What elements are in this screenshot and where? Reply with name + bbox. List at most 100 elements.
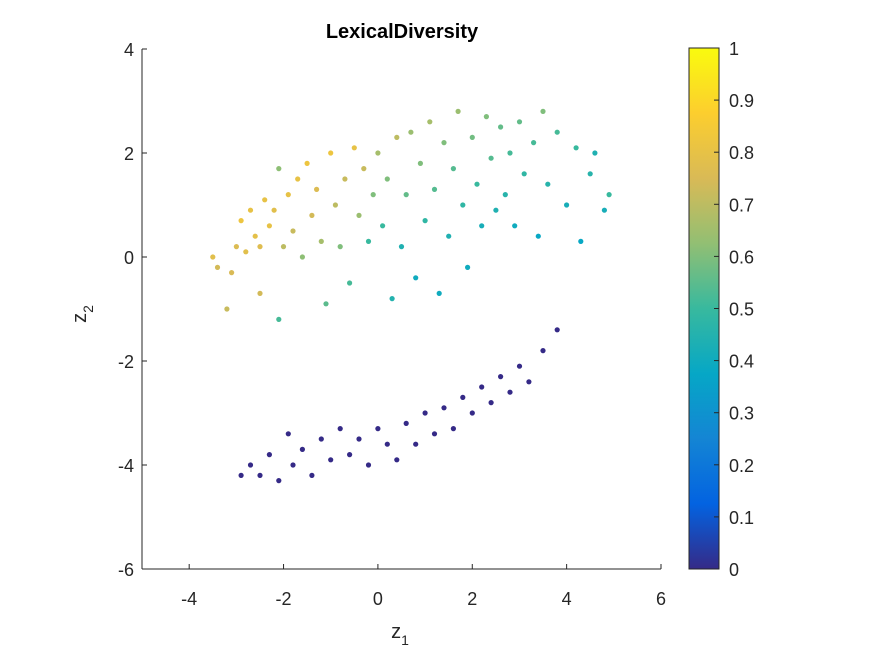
lower-cluster-point-14 — [365, 462, 372, 468]
colorbar-tick-label: 0.4 — [729, 352, 754, 372]
x-axis-label: z1 — [391, 621, 409, 648]
upper-cluster-point-31 — [351, 145, 357, 151]
y-tick-label: -2 — [118, 352, 134, 372]
upper-cluster-point-15 — [276, 316, 282, 322]
upper-cluster-point-47 — [427, 119, 433, 125]
upper-cluster-point-21 — [304, 160, 310, 166]
upper-cluster-point-40 — [394, 134, 400, 140]
upper-cluster-point-68 — [531, 140, 537, 146]
upper-cluster-point-34 — [365, 238, 372, 244]
lower-cluster-point-22 — [441, 405, 447, 411]
colorbar-tick-label: 0.6 — [729, 247, 754, 267]
upper-cluster-point-53 — [455, 108, 461, 114]
chart-title: LexicalDiversity — [326, 21, 479, 43]
upper-cluster-point-3 — [229, 270, 235, 276]
upper-cluster-point-20 — [299, 254, 305, 260]
upper-cluster-point-44 — [413, 275, 419, 281]
upper-cluster-point-18 — [290, 228, 296, 234]
lower-cluster-point-29 — [507, 389, 513, 395]
upper-cluster-point-73 — [564, 202, 570, 208]
upper-cluster-point-48 — [431, 186, 438, 192]
y-tick-label: 2 — [124, 144, 134, 164]
lower-cluster-point-24 — [460, 394, 466, 400]
upper-cluster-point-0 — [210, 254, 216, 260]
lower-cluster-point-12 — [347, 452, 353, 458]
upper-cluster-point-56 — [469, 134, 475, 140]
upper-cluster-point-6 — [243, 249, 249, 255]
lower-cluster-point-15 — [375, 426, 381, 432]
upper-cluster-point-58 — [479, 223, 485, 229]
upper-cluster-point-36 — [375, 150, 381, 156]
upper-cluster-point-66 — [516, 119, 523, 125]
x-tick-label: -4 — [181, 589, 197, 609]
upper-cluster-point-50 — [441, 140, 447, 146]
colorbar-tick-label: 0.5 — [729, 300, 754, 320]
upper-cluster-point-71 — [545, 181, 551, 187]
lower-cluster-point-5 — [285, 431, 291, 437]
axes — [141, 49, 661, 570]
upper-cluster-point-60 — [488, 155, 494, 161]
lower-cluster-point-33 — [554, 327, 560, 333]
upper-cluster-point-75 — [578, 238, 584, 244]
lower-cluster-point-31 — [526, 379, 532, 385]
upper-cluster-point-2 — [224, 306, 230, 312]
lower-cluster-point-18 — [403, 420, 409, 426]
lower-cluster-point-27 — [488, 400, 494, 406]
upper-cluster-point-13 — [271, 207, 277, 213]
upper-cluster-point-77 — [592, 150, 598, 156]
colorbar-tick-label: 1 — [729, 39, 739, 59]
upper-cluster-point-45 — [417, 160, 423, 166]
colorbar-tick-label: 0.3 — [729, 404, 754, 424]
upper-cluster-point-12 — [266, 223, 272, 229]
lower-cluster-point-7 — [299, 446, 305, 452]
lower-cluster-point-28 — [498, 374, 504, 380]
upper-cluster-point-11 — [262, 197, 268, 203]
upper-cluster-point-69 — [535, 233, 541, 239]
lower-cluster-point-13 — [356, 436, 362, 442]
upper-cluster-point-54 — [460, 202, 466, 208]
upper-cluster-point-28 — [337, 244, 343, 250]
lower-cluster-point-21 — [431, 431, 438, 437]
upper-cluster-point-74 — [573, 145, 579, 151]
lower-cluster-point-2 — [257, 472, 263, 478]
upper-cluster-point-39 — [389, 296, 395, 302]
y-axis-label: z2 — [69, 305, 96, 323]
upper-cluster-point-19 — [295, 176, 301, 182]
upper-cluster-point-76 — [587, 171, 593, 177]
x-ticks: -4 -2 0 2 4 6 — [181, 564, 666, 609]
colorbar-tick-label: 0.2 — [729, 456, 754, 476]
lower-cluster-point-20 — [422, 410, 428, 416]
lower-cluster-point-17 — [394, 457, 400, 463]
colorbar-tick-label: 0.1 — [729, 508, 754, 528]
y-tick-label: 4 — [124, 40, 134, 60]
upper-cluster-point-59 — [483, 114, 489, 120]
upper-cluster-point-14 — [276, 166, 282, 172]
upper-cluster-point-25 — [323, 301, 329, 307]
x-tick-label: 0 — [373, 589, 383, 609]
lower-cluster-point-6 — [290, 462, 296, 468]
upper-cluster-point-5 — [238, 218, 244, 224]
y-ticks: -6 -4 -2 0 2 4 — [118, 40, 147, 580]
upper-cluster-point-78 — [601, 207, 608, 213]
upper-cluster-point-29 — [342, 176, 348, 182]
lower-cluster-point-26 — [479, 384, 485, 390]
lower-cluster-point-23 — [450, 426, 456, 432]
upper-cluster-point-17 — [285, 192, 291, 198]
lower-cluster-point-8 — [309, 472, 315, 478]
upper-cluster-point-70 — [540, 108, 546, 114]
upper-cluster-point-61 — [493, 207, 499, 213]
upper-cluster-point-65 — [512, 223, 518, 229]
upper-cluster-point-16 — [280, 244, 287, 250]
lower-cluster-point-0 — [238, 472, 244, 478]
lower-cluster-point-16 — [384, 441, 390, 447]
upper-cluster-point-33 — [361, 166, 367, 172]
upper-cluster-point-24 — [318, 238, 324, 244]
colorbar-tick-label: 0.8 — [729, 143, 754, 163]
x-tick-label: 6 — [656, 589, 666, 609]
upper-cluster-point-32 — [356, 212, 362, 218]
upper-cluster-point-4 — [233, 244, 239, 250]
x-tick-label: 2 — [467, 589, 477, 609]
upper-cluster-point-7 — [247, 207, 254, 213]
upper-cluster-point-1 — [214, 264, 221, 270]
